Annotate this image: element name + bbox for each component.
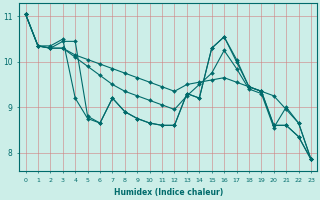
X-axis label: Humidex (Indice chaleur): Humidex (Indice chaleur): [114, 188, 223, 197]
